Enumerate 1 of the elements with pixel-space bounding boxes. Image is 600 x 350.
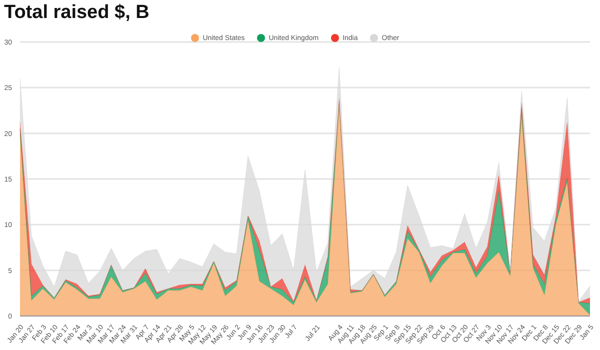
chart-title: Total raised $, B	[4, 2, 150, 24]
